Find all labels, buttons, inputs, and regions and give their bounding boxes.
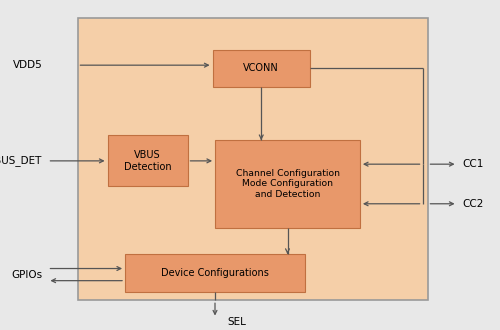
FancyBboxPatch shape [108, 135, 188, 186]
Text: VBUS_DET: VBUS_DET [0, 155, 42, 166]
Text: GPIOs: GPIOs [12, 270, 42, 280]
FancyBboxPatch shape [212, 50, 310, 87]
Text: CC2: CC2 [462, 199, 484, 209]
Text: VBUS
Detection: VBUS Detection [124, 150, 172, 172]
Text: CC1: CC1 [462, 159, 484, 169]
Text: SEL: SEL [228, 317, 246, 327]
Text: VDD5: VDD5 [12, 60, 42, 70]
Text: Device Configurations: Device Configurations [161, 268, 269, 278]
FancyBboxPatch shape [125, 254, 305, 292]
Text: VCONN: VCONN [244, 63, 279, 74]
FancyBboxPatch shape [215, 140, 360, 228]
FancyBboxPatch shape [78, 18, 428, 300]
Text: Channel Configuration
Mode Configuration
and Detection: Channel Configuration Mode Configuration… [236, 169, 340, 199]
